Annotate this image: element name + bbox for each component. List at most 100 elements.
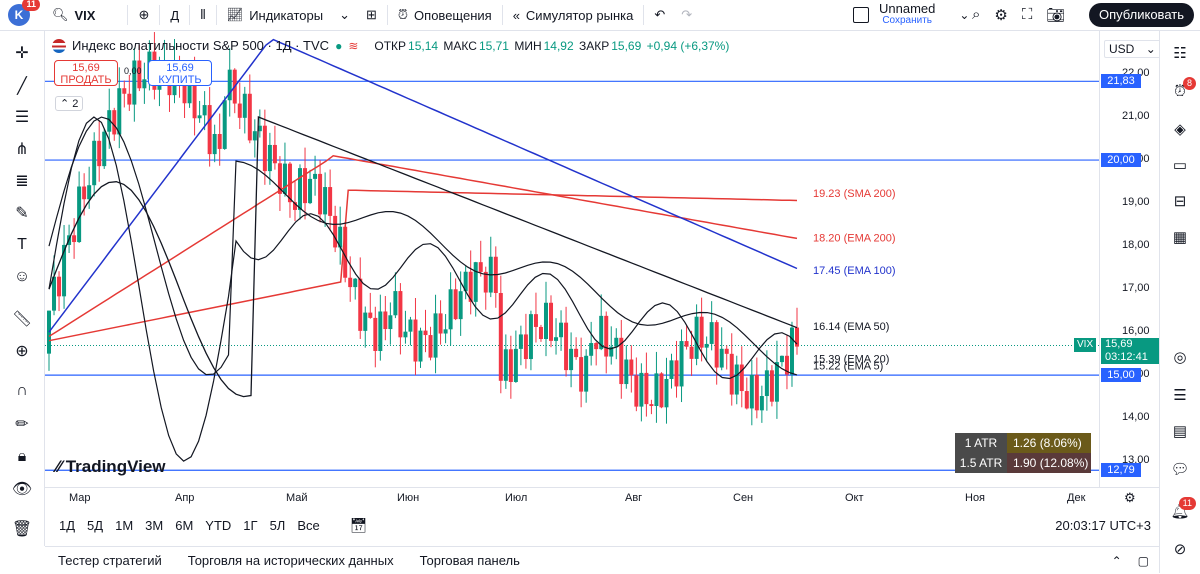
range-button[interactable]: 5Д bbox=[87, 517, 104, 533]
range-button[interactable]: 1М bbox=[115, 517, 134, 533]
layout-checkbox-icon[interactable] bbox=[853, 7, 869, 23]
candle-body bbox=[187, 74, 192, 104]
trendline-icon[interactable]: ╱ bbox=[17, 78, 27, 95]
target-icon[interactable]: ◎ bbox=[1173, 349, 1187, 366]
calendar-icon[interactable]: 📅︎ bbox=[349, 516, 368, 533]
calendar-icon[interactable]: ▦ bbox=[1172, 229, 1188, 246]
text-icon[interactable]: T bbox=[17, 236, 27, 253]
us-flag-icon bbox=[52, 38, 66, 53]
indicators-label: Индикаторы bbox=[249, 7, 324, 23]
help-icon[interactable]: ⊘ bbox=[1173, 541, 1187, 558]
price-chart[interactable]: 19.23 (SMA 200) 18.20 (EMA 200) 17.45 (EMA… bbox=[45, 31, 1159, 487]
candle-body bbox=[127, 93, 132, 105]
chat-icon[interactable]: ▭ bbox=[1172, 157, 1188, 174]
replay-button[interactable]: « Симулятор рынка bbox=[505, 0, 642, 30]
candle-body bbox=[227, 69, 232, 101]
bottom-tabs: Тестер стратегий Торговля на исторических… bbox=[45, 553, 533, 568]
user-avatar[interactable]: K 11 bbox=[8, 0, 40, 26]
alerts-clock-icon[interactable]: ⏰︎ 8 bbox=[1170, 77, 1196, 101]
indicators-button[interactable]: 📈︎ Индикаторы ⌄ bbox=[219, 0, 358, 30]
maximize-icon[interactable]: ▢ bbox=[1137, 553, 1149, 568]
publish-button[interactable]: Опубликовать bbox=[1088, 3, 1194, 27]
save-label: Сохранить bbox=[882, 15, 933, 26]
calendar-grid-icon[interactable]: ▤ bbox=[1172, 423, 1188, 440]
brush-icon[interactable]: ✎ bbox=[15, 205, 29, 222]
range-button[interactable]: 3М bbox=[145, 517, 164, 533]
candle-body bbox=[649, 404, 654, 407]
magnet-icon[interactable]: ∩ bbox=[16, 382, 28, 399]
eye-icon[interactable]: 👁︎ bbox=[11, 481, 33, 498]
candle-body bbox=[744, 391, 749, 409]
price-scale[interactable]: 22,0021,0020,0019,0018,0017,0016,0015,00… bbox=[1074, 31, 1161, 487]
candle-body bbox=[413, 319, 418, 362]
fib-icon[interactable]: ≣ bbox=[15, 173, 29, 190]
pitchfork-icon[interactable]: ⋔ bbox=[15, 141, 29, 158]
range-button[interactable]: YTD bbox=[205, 517, 232, 533]
bottom-tab[interactable]: Торговая панель bbox=[419, 553, 520, 568]
bottom-tab[interactable]: Тестер стратегий bbox=[58, 553, 162, 568]
buy-button[interactable]: 15,69 КУПИТЬ bbox=[148, 60, 212, 86]
candle-body bbox=[664, 378, 669, 408]
chat-bubble-icon[interactable]: 💬︎ bbox=[1170, 461, 1190, 478]
zoom-in-icon[interactable]: ⊕ bbox=[15, 343, 29, 360]
crosshair-icon[interactable]: ✛ bbox=[15, 45, 29, 62]
candle-body bbox=[343, 226, 348, 278]
candle-body bbox=[313, 173, 318, 179]
search-icon: 🔍︎ bbox=[52, 7, 69, 22]
horizontal-lines-icon[interactable]: ☰ bbox=[14, 109, 30, 126]
candle-body bbox=[784, 355, 789, 375]
candle-body bbox=[523, 334, 528, 360]
sell-button[interactable]: 15,69 ПРОДАТЬ bbox=[54, 60, 118, 86]
range-button[interactable]: 6М bbox=[175, 517, 194, 533]
symbol-title[interactable]: Индекс волатильности S&P 500 · 1Д · TVC bbox=[72, 38, 330, 53]
list-icon[interactable]: ☰ bbox=[1173, 387, 1187, 404]
notifications-icon[interactable]: 🔔︎ 11 bbox=[1170, 497, 1196, 521]
lock-icon[interactable]: 🔒︎ bbox=[17, 448, 27, 465]
pencil-lock-icon[interactable]: ✏︎ bbox=[15, 416, 29, 433]
range-button[interactable]: 1Г bbox=[243, 517, 258, 533]
eye-off-icon[interactable]: ≋ bbox=[348, 38, 359, 53]
quick-search-icon[interactable]: ⌕ bbox=[972, 6, 981, 23]
ruler-icon[interactable]: 📏︎ bbox=[11, 311, 33, 328]
emoji-icon[interactable]: ☺ bbox=[13, 268, 31, 285]
candle-body bbox=[754, 374, 759, 411]
currency-button[interactable]: USD ⌄ bbox=[1104, 40, 1161, 58]
candle-body bbox=[604, 315, 609, 357]
gear-icon[interactable]: ⚙︎ bbox=[994, 7, 1008, 24]
candle-body bbox=[52, 276, 57, 311]
templates-button[interactable]: ⊞ bbox=[358, 0, 385, 30]
hotlist-icon[interactable]: ⊟ bbox=[1173, 193, 1187, 210]
atr-value: 1.26 (8.06%) bbox=[1007, 433, 1091, 453]
indicators-toggle[interactable]: ⌃ 2 bbox=[55, 96, 84, 111]
chevron-up-icon[interactable]: ⌃ bbox=[1111, 553, 1122, 568]
settings-icon[interactable]: ⚙︎ bbox=[1124, 490, 1136, 505]
bottom-tab[interactable]: Торговля на исторических данных bbox=[187, 553, 394, 568]
candle-body bbox=[549, 302, 554, 341]
candle-body bbox=[207, 105, 212, 155]
range-button[interactable]: 1Д bbox=[59, 517, 76, 533]
trash-icon[interactable]: 🗑︎ bbox=[11, 521, 33, 538]
fullscreen-icon[interactable]: ⛶ bbox=[1021, 6, 1033, 23]
chart-type-button[interactable]: ⫴ bbox=[192, 0, 213, 30]
time-axis[interactable]: Мар Апр Май Июн Июл Авг Сен Окт Ноя Дек bbox=[45, 487, 1159, 510]
watchlist-icon[interactable]: ☷ bbox=[1173, 45, 1187, 62]
candle-body bbox=[47, 310, 51, 354]
undo-button[interactable]: ↶ bbox=[646, 0, 673, 30]
compare-button[interactable]: ⊕ bbox=[130, 0, 157, 30]
layers-icon[interactable]: ◈ bbox=[1174, 121, 1186, 138]
candle-body bbox=[564, 322, 569, 371]
camera-icon[interactable]: 📷︎ bbox=[1046, 7, 1066, 24]
redo-button[interactable]: ↷ bbox=[673, 0, 700, 30]
range-button[interactable]: Все bbox=[297, 517, 320, 533]
candle-body bbox=[197, 115, 202, 119]
atr-label: 1.5 ATR bbox=[955, 453, 1007, 473]
layout-name-button[interactable]: Unnamed Сохранить bbox=[879, 2, 935, 27]
chevron-down-icon[interactable]: ⌄ bbox=[959, 8, 970, 22]
candle-body bbox=[619, 337, 624, 385]
clock[interactable]: 20:03:17 UTC+3 bbox=[1055, 517, 1151, 533]
range-button[interactable]: 5Л bbox=[269, 517, 286, 533]
currency-label: USD bbox=[1109, 42, 1135, 56]
alerts-button[interactable]: ⏰︎ Оповещения bbox=[390, 0, 500, 30]
interval-button[interactable]: Д bbox=[170, 7, 180, 23]
symbol-search[interactable]: 🔍︎ VIX bbox=[44, 0, 103, 30]
